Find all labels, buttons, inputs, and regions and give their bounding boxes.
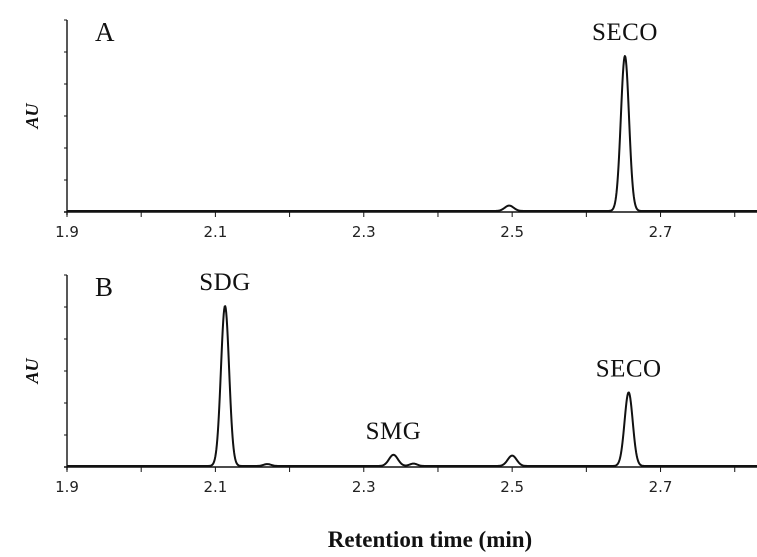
peak-label: SMG <box>366 418 422 445</box>
y-axis-title: AU <box>22 358 42 385</box>
panel-letter: B <box>95 272 113 302</box>
x-axis-title: Retention time (min) <box>328 527 532 552</box>
y-axis-title: AU <box>22 103 42 130</box>
x-tick-label: 1.9 <box>55 478 79 496</box>
x-tick-label: 2.1 <box>203 478 227 496</box>
x-tick-label: 2.3 <box>352 478 376 496</box>
x-tick-label: 2.3 <box>352 223 376 241</box>
x-tick-label: 2.7 <box>649 478 673 496</box>
x-tick-label: 1.9 <box>55 223 79 241</box>
chromatogram-trace <box>66 305 757 467</box>
peak-label: SDG <box>199 269 251 296</box>
panel-b: 1.9 2.1 2.3 2.5 2.7 B AU SDG SMG SECO <box>22 269 757 496</box>
x-tick-label: 2.5 <box>500 478 524 496</box>
chromatogram-trace <box>66 55 757 212</box>
x-tick-label: 2.1 <box>203 223 227 241</box>
peak-label: SECO <box>596 355 662 382</box>
panel-letter: A <box>95 17 115 47</box>
x-tick-label: 2.7 <box>649 223 673 241</box>
panel-a: 1.9 2.1 2.3 2.5 2.7 A AU SECO <box>22 17 757 241</box>
peak-label: SECO <box>592 19 658 46</box>
x-tick-label: 2.5 <box>500 223 524 241</box>
